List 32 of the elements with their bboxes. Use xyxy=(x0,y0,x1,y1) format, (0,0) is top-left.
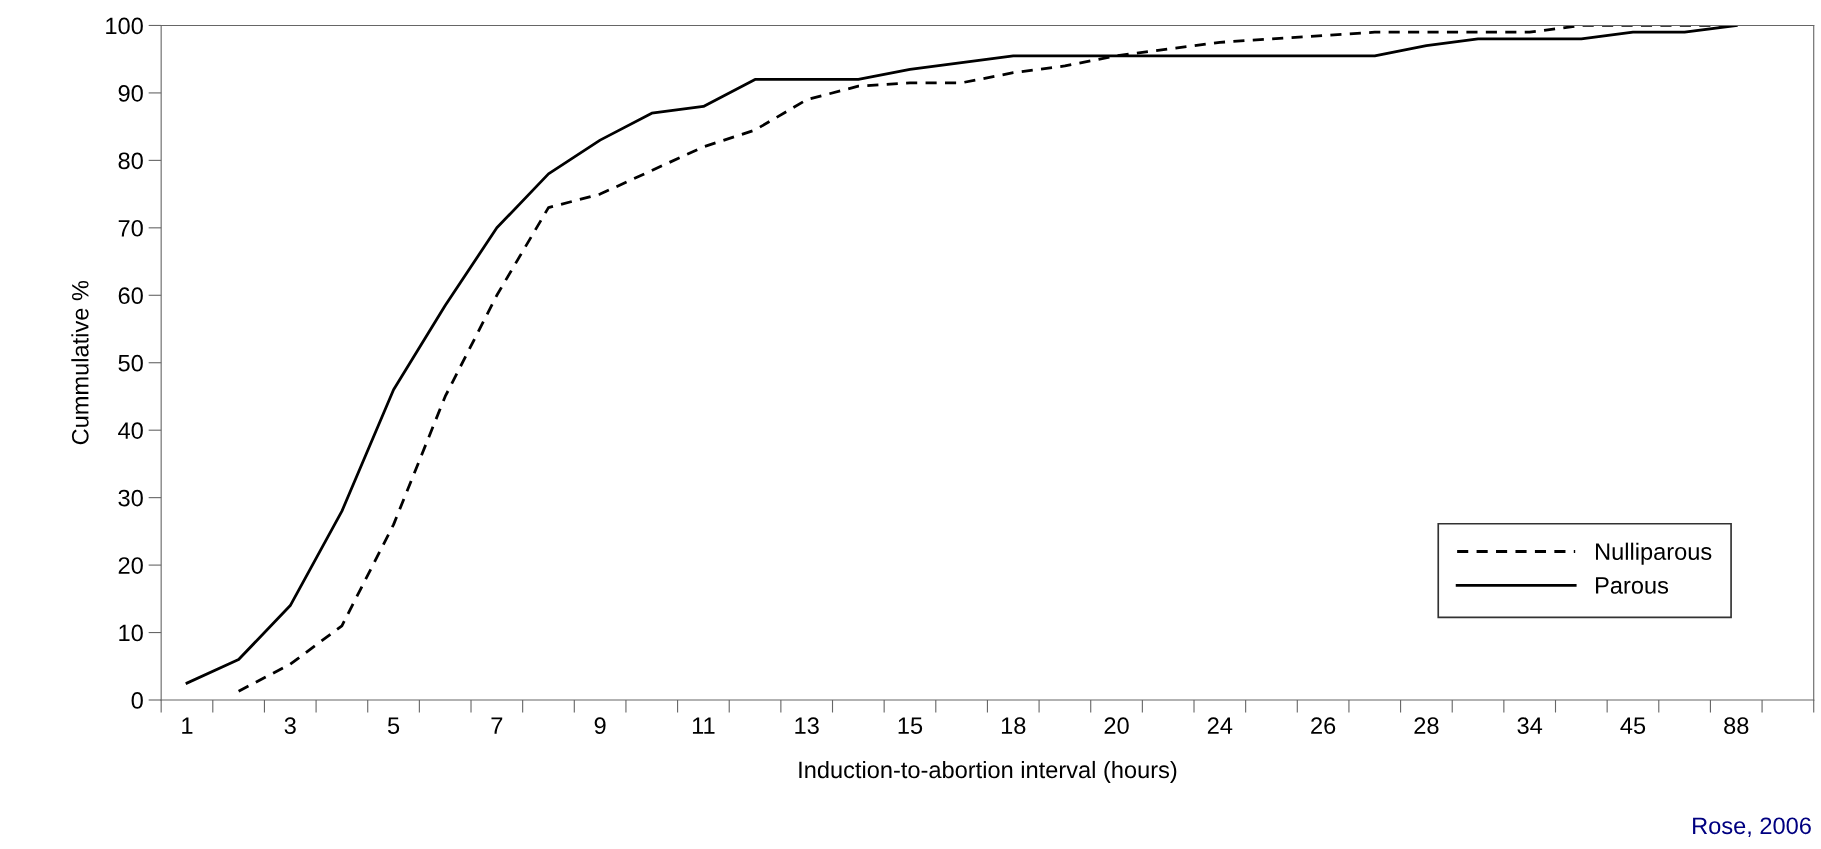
y-tick-label: 50 xyxy=(118,354,143,372)
y-tick-label: 20 xyxy=(118,557,143,574)
x-tick-label: 24 xyxy=(1207,717,1233,734)
y-tick-label: 70 xyxy=(118,219,143,237)
x-tick-label: 20 xyxy=(1104,717,1129,735)
y-axis-title: Cummulative % xyxy=(71,280,89,445)
x-tick-label: 34 xyxy=(1517,717,1543,735)
x-tick-label: 15 xyxy=(898,717,923,735)
x-tick-label: 3 xyxy=(284,717,296,735)
legend-label: Parous xyxy=(1596,577,1669,594)
y-tick-label: 100 xyxy=(106,17,143,35)
x-tick-label: 11 xyxy=(692,717,715,734)
x-tick-label: 13 xyxy=(795,717,819,735)
x-tick-label: 18 xyxy=(1001,717,1026,735)
x-tick-label: 9 xyxy=(594,717,606,735)
y-tick-label: 10 xyxy=(119,624,143,642)
y-tick-label: 90 xyxy=(118,84,143,102)
x-tick-label: 28 xyxy=(1414,717,1439,735)
x-tick-label: 45 xyxy=(1620,717,1646,735)
y-tick-label: 80 xyxy=(118,152,143,170)
x-tick-label: 1 xyxy=(182,717,193,734)
x-axis-title: Induction-to-abortion interval (hours) xyxy=(799,760,1177,783)
text: Rose, 2006 xyxy=(1693,817,1811,837)
y-tick-label: 40 xyxy=(118,422,143,439)
y-tick-label: 30 xyxy=(118,489,143,507)
x-tick-label: 5 xyxy=(387,717,400,735)
y-tick-label: 0 xyxy=(131,692,143,709)
x-tick-label: 26 xyxy=(1311,717,1336,735)
x-tick-label: 88 xyxy=(1724,717,1749,735)
y-tick-label: 60 xyxy=(118,287,143,305)
legend-label: Nulliparous xyxy=(1596,542,1712,565)
x-tick-label: 7 xyxy=(491,717,503,734)
